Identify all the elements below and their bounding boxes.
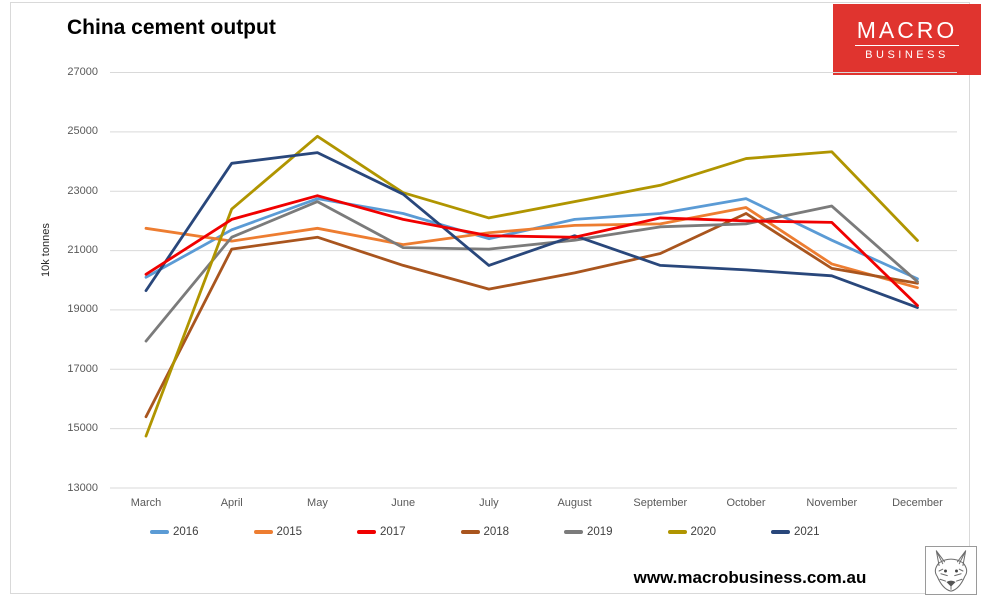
legend-item-2015: 2015	[253, 524, 303, 540]
legend-item-2021: 2021	[771, 524, 820, 540]
fox-logo-box	[925, 546, 977, 595]
legend-item-2019: 2019	[564, 524, 613, 540]
legend-swatch	[460, 530, 480, 534]
y-tick-label: 19000	[67, 303, 98, 316]
legend-swatch	[357, 530, 376, 534]
y-tick-label: 23000	[67, 184, 98, 197]
x-tick-label: April	[220, 497, 243, 509]
legend-item-label: 2018	[483, 526, 510, 538]
page-title: China cement output	[67, 16, 276, 39]
series-line-2015	[144, 206, 919, 290]
legend-item-label: 2020	[690, 526, 717, 538]
logo-divider	[855, 45, 959, 46]
x-tick-label: March	[130, 497, 162, 509]
x-tick-label: May	[307, 497, 328, 509]
y-tick-label: 17000	[67, 362, 98, 375]
y-tick-label: 21000	[67, 244, 98, 257]
chart-legend: 2016 2015 2017 2018 2019 2020 2021	[0, 524, 981, 540]
legend-item-label: 2019	[587, 526, 613, 538]
x-tick-label: August	[557, 497, 592, 509]
footer-website: www.macrobusiness.com.au	[633, 568, 867, 587]
x-tick-label: November	[806, 497, 858, 509]
legend-item-label: 2021	[794, 526, 820, 538]
legend-item-label: 2017	[380, 526, 406, 538]
legend-item-label: 2015	[276, 526, 303, 538]
legend-swatch	[253, 530, 273, 534]
x-tick-label: June	[391, 497, 416, 509]
fox-sketch-icon	[934, 549, 968, 592]
x-tick-label: July	[479, 497, 499, 509]
series-line-2019	[144, 200, 919, 343]
x-tick-label: September	[633, 497, 688, 509]
y-tick-label: 27000	[67, 66, 98, 78]
legend-item-2017: 2017	[357, 524, 406, 540]
macrobusiness-logo: MACRO BUSINESS	[833, 4, 981, 75]
series-line-2018	[144, 212, 919, 419]
y-tick-label: 13000	[67, 481, 98, 494]
legend-item-2020: 2020	[667, 524, 717, 540]
legend-swatch	[771, 530, 790, 534]
y-tick-label: 25000	[67, 125, 98, 138]
logo-text-macro: MACRO	[856, 17, 958, 43]
legend-swatch	[667, 530, 687, 534]
x-tick-label: October	[726, 497, 766, 509]
legend-swatch	[564, 530, 583, 534]
series-line-2020	[144, 134, 919, 438]
chart-frame	[10, 2, 970, 594]
y-tick-label: 15000	[67, 422, 98, 435]
series-line-2021	[144, 151, 919, 309]
legend-item-2018: 2018	[460, 524, 510, 540]
legend-item-2016: 2016	[150, 524, 199, 540]
x-tick-label: December	[892, 497, 943, 509]
legend-swatch	[150, 530, 169, 534]
series-line-2017	[144, 194, 919, 307]
legend-item-label: 2016	[173, 526, 199, 538]
logo-text-business: BUSINESS	[865, 49, 949, 61]
